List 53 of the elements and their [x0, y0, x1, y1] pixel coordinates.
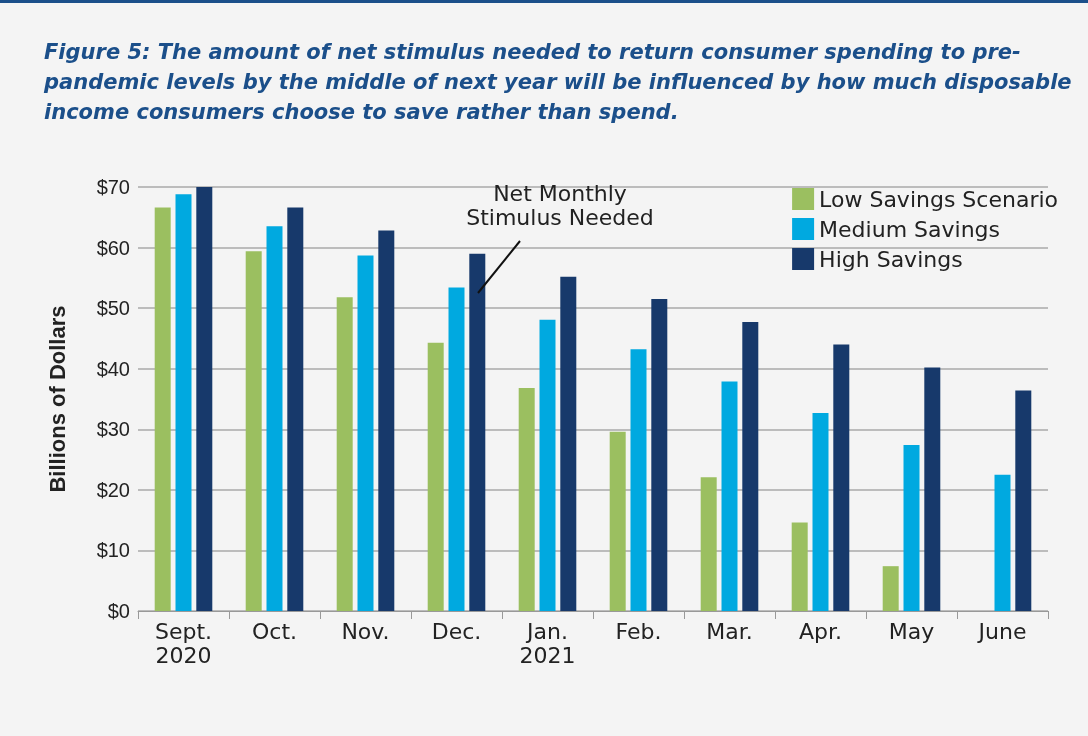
x-tick-label: Apr.	[798, 618, 843, 644]
bar	[882, 566, 899, 611]
x-tick-label: Feb.	[615, 618, 662, 644]
bar	[448, 287, 465, 611]
y-tick-label: $40	[96, 357, 130, 380]
bar	[721, 381, 738, 611]
bar	[924, 367, 941, 611]
legend-label: Medium Savings	[819, 216, 1001, 242]
bar	[518, 388, 535, 611]
bar	[903, 445, 920, 611]
bar	[154, 207, 171, 611]
bar	[469, 253, 486, 611]
x-tick-label: May	[888, 618, 935, 644]
bar	[791, 522, 808, 611]
bar	[539, 319, 556, 611]
annotation: Net Monthly Stimulus Needed	[466, 181, 654, 230]
y-tick-label: $60	[96, 236, 130, 259]
bar	[287, 207, 304, 611]
bar	[245, 251, 262, 611]
bar	[994, 474, 1011, 611]
x-tick-label: Jan. 2021	[519, 618, 576, 668]
bar	[609, 431, 626, 611]
bar	[266, 226, 283, 611]
bar	[357, 255, 374, 611]
x-tick-label: Dec.	[431, 618, 482, 644]
bar	[378, 230, 395, 611]
chart-title: Figure 5: The amount of net stimulus needed to return consumer spending to pre-pandemic levels by the middle of next year will be influenced by how much disposable income consumers choose to save rather than spend.	[44, 39, 1073, 126]
bar	[427, 342, 444, 611]
y-axis-title: Billions of Dollars	[44, 305, 70, 493]
x-tick-label: Mar.	[706, 618, 753, 644]
bar	[833, 344, 850, 611]
bar	[196, 187, 213, 611]
x-tick-label: Nov.	[341, 618, 390, 644]
x-tick-label: June	[976, 618, 1027, 644]
y-tick-label: $10	[96, 539, 130, 562]
legend-label: High Savings	[819, 246, 963, 272]
y-tick-label: $20	[96, 478, 130, 501]
bar	[1015, 390, 1032, 611]
bar	[651, 299, 668, 611]
bar	[630, 349, 647, 611]
bar	[560, 276, 577, 611]
bar	[336, 297, 353, 611]
bar	[175, 194, 192, 611]
y-tick-label: $30	[96, 418, 130, 441]
y-tick-label: $70	[96, 176, 130, 198]
y-tick-label: $50	[96, 297, 130, 320]
x-tick-label: Oct.	[251, 618, 298, 644]
bar	[812, 412, 829, 611]
y-tick-label: $0	[107, 600, 130, 622]
legend-label: Low Savings Scenario	[819, 186, 1059, 212]
x-tick-label: Sept. 2020	[154, 618, 213, 668]
bar	[742, 322, 759, 611]
bar	[700, 477, 717, 611]
